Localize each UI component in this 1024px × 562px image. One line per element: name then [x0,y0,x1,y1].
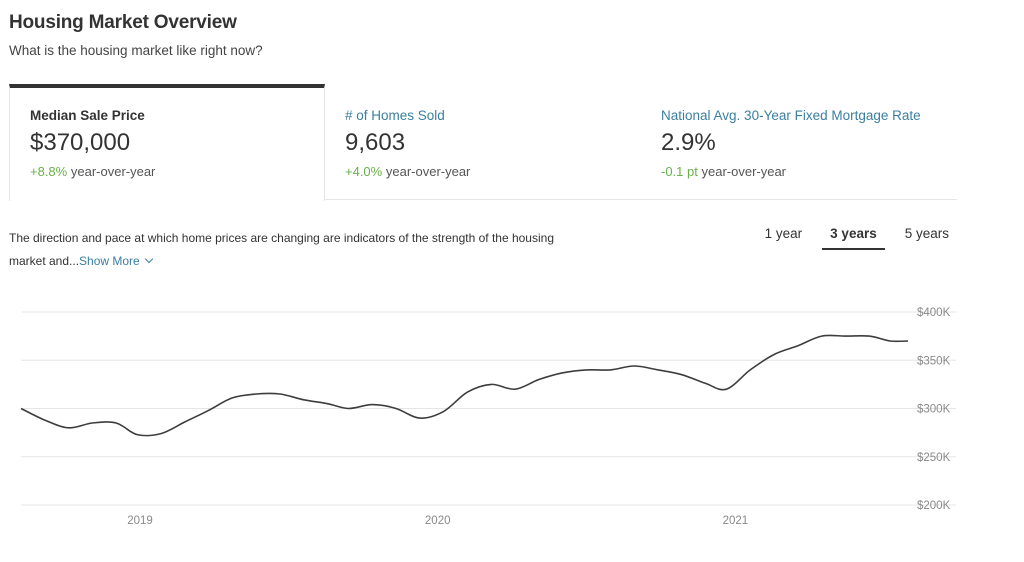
stat-card-mortgage-rate[interactable]: National Avg. 30-Year Fixed Mortgage Rat… [641,84,957,200]
page-title: Housing Market Overview [9,12,237,33]
stat-change-suffix: year-over-year [70,164,156,179]
show-more-link[interactable]: Show More [79,254,153,268]
range-tabs: 1 year 3 years 5 years [745,226,957,250]
stat-value: 9,603 [345,129,406,156]
description-text: The direction and pace at which home pri… [9,231,554,268]
description: The direction and pace at which home pri… [9,227,569,273]
y-tick-label: $200K [917,500,951,512]
stat-change: +4.0% year-over-year [345,164,641,179]
chart-grid [21,311,956,506]
tab-5-years[interactable]: 5 years [904,226,949,241]
price-chart: $400K $350K $300K $250K $200K 2019 2020 2021 [20,307,956,527]
x-tick-label: 2021 [723,515,749,527]
stats-row: Median Sale Price $370,000 +8.8% year-ov… [9,84,957,201]
stat-change: +8.8% year-over-year [30,164,324,179]
stat-label: Median Sale Price [30,108,145,123]
stat-value: 2.9% [661,129,716,156]
stat-change: -0.1 pt year-over-year [661,164,957,179]
tab-1-year[interactable]: 1 year [764,226,803,241]
stat-label: # of Homes Sold [345,108,445,123]
y-axis: $400K $350K $300K $250K $200K [917,307,951,512]
chevron-down-icon [144,254,153,264]
x-axis: 2019 2020 2021 [127,515,748,527]
show-more-label: Show More [79,254,140,268]
y-tick-label: $250K [917,452,951,464]
stat-change-suffix: year-over-year [385,164,471,179]
y-tick-label: $300K [917,404,951,416]
page-subtitle: What is the housing market like right no… [9,43,263,58]
stat-card-homes-sold[interactable]: # of Homes Sold 9,603 +4.0% year-over-ye… [325,84,641,200]
x-tick-label: 2019 [127,515,153,527]
stat-change-pct: +8.8% [30,164,68,179]
stat-value: $370,000 [30,129,131,156]
stat-change-suffix: year-over-year [701,164,787,179]
stat-change-pct: +4.0% [345,164,383,179]
x-tick-label: 2020 [425,515,451,527]
y-tick-label: $350K [917,355,951,367]
median-price-line [20,334,909,437]
stat-card-median-sale-price[interactable]: Median Sale Price $370,000 +8.8% year-ov… [9,84,325,201]
y-tick-label: $400K [917,307,951,319]
stat-label: National Avg. 30-Year Fixed Mortgage Rat… [661,108,921,123]
tab-3-years[interactable]: 3 years [822,226,885,250]
stat-change-pct: -0.1 pt [661,164,698,179]
